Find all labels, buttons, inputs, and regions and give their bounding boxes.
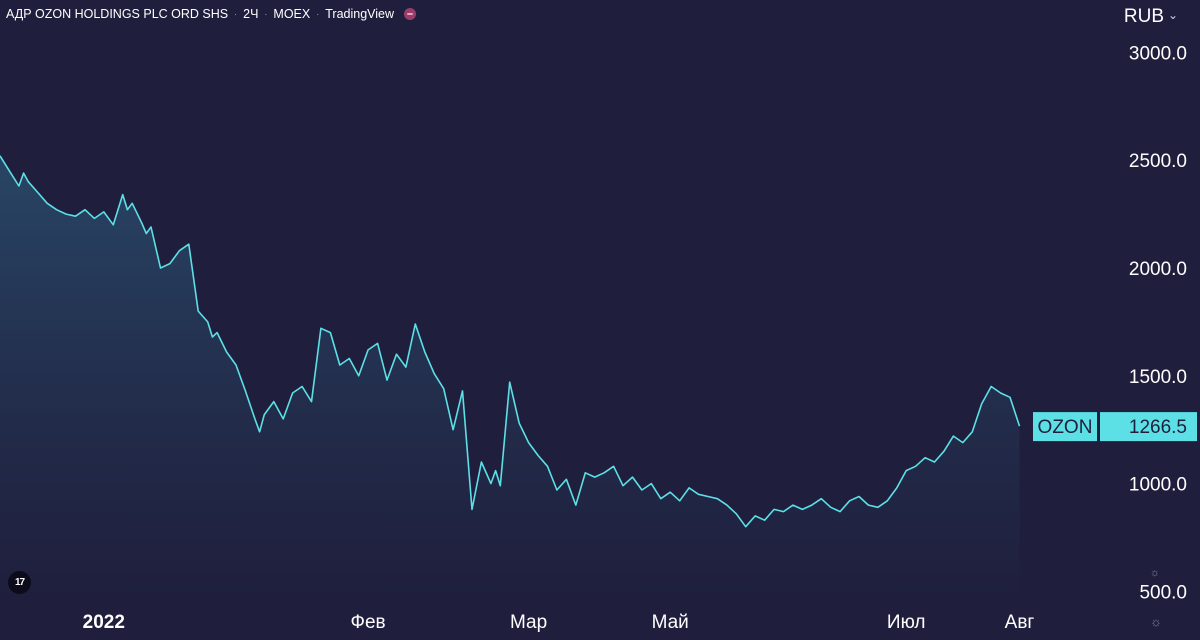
header-separator: · [316, 9, 320, 19]
indicator-toggle-icon[interactable] [404, 8, 417, 20]
header-separator: · [264, 9, 268, 19]
last-price-label: 1266.5 [1129, 417, 1187, 438]
y-axis-tick-label: 500.0 [1139, 582, 1187, 603]
source-label: TradingView [325, 7, 395, 21]
tradingview-logo-icon[interactable]: 17 [8, 571, 31, 594]
y-axis-tick-label: 2500.0 [1129, 151, 1187, 172]
settings-icon[interactable]: ☼ [1149, 567, 1160, 579]
symbol-label-box [1033, 412, 1097, 442]
x-axis-tick-label: 2022 [83, 612, 125, 633]
x-axis-tick-label: Июл [887, 612, 926, 633]
y-axis-tick-label: 3000.0 [1129, 43, 1187, 64]
exchange-label: MOEX [273, 7, 311, 21]
x-axis-tick-label: Фев [351, 612, 386, 633]
symbol-label: OZON [1038, 417, 1093, 438]
price-area-fill [0, 155, 1020, 601]
x-axis-tick-label: Мар [510, 612, 547, 633]
chart-header: АДР OZON HOLDINGS PLC ORD SHS · 2Ч · MOE… [6, 4, 417, 24]
chevron-down-icon[interactable]: ⌄ [1167, 8, 1178, 22]
y-axis-tick-label: 2000.0 [1129, 259, 1187, 280]
currency-selector[interactable]: RUB [1123, 6, 1164, 27]
y-axis-tick-label: 1500.0 [1129, 367, 1187, 388]
instrument-name[interactable]: АДР OZON HOLDINGS PLC ORD SHS [6, 7, 229, 21]
header-separator: · [234, 9, 238, 19]
x-axis-tick-label: Авг [1005, 612, 1035, 633]
last-price-label-box [1100, 412, 1197, 442]
price-series-line [0, 155, 1021, 528]
interval-label[interactable]: 2Ч [243, 7, 259, 21]
x-axis-tick-label: Май [652, 612, 689, 633]
y-axis-tick-label: 1000.0 [1129, 475, 1187, 496]
settings-icon[interactable]: ☼ [1150, 614, 1162, 629]
